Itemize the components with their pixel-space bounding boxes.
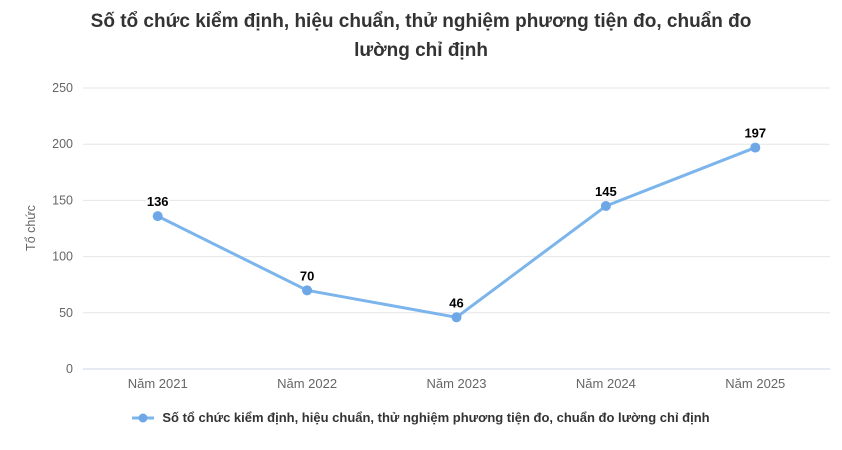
data-point[interactable] (600, 201, 611, 212)
data-point[interactable] (302, 285, 313, 296)
y-tick-label: 0 (66, 362, 73, 376)
data-point[interactable] (152, 211, 163, 222)
x-tick-label: Năm 2025 (725, 376, 785, 391)
y-tick-label: 250 (52, 81, 73, 95)
data-point[interactable] (451, 312, 462, 323)
data-label: 197 (744, 126, 766, 141)
y-tick-label: 100 (52, 250, 73, 264)
legend-label: Số tổ chức kiểm định, hiệu chuẩn, thử ng… (162, 410, 710, 425)
data-label: 145 (595, 184, 617, 199)
legend-item[interactable]: Số tổ chức kiểm định, hiệu chuẩn, thử ng… (0, 410, 842, 425)
legend-line-dot-icon (132, 413, 155, 422)
series-line (156, 146, 757, 319)
y-tick-label: 200 (52, 137, 73, 151)
x-tick-label: Năm 2023 (427, 376, 487, 391)
x-tick-label: Năm 2022 (277, 376, 337, 391)
chart-title: Số tổ chức kiểm định, hiệu chuẩn, thử ng… (0, 7, 842, 66)
x-tick-label: Năm 2021 (128, 376, 188, 391)
chart-title-line2: lường chỉ định (354, 40, 488, 62)
data-label: 136 (147, 194, 169, 209)
y-tick-label: 150 (52, 193, 73, 207)
data-label: 46 (449, 295, 463, 310)
data-point[interactable] (750, 142, 761, 153)
y-tick-label: 50 (59, 306, 73, 320)
chart-title-line1: Số tổ chức kiểm định, hiệu chuẩn, thử ng… (90, 11, 752, 32)
data-label: 70 (300, 268, 314, 283)
x-tick-label: Năm 2024 (576, 376, 636, 391)
